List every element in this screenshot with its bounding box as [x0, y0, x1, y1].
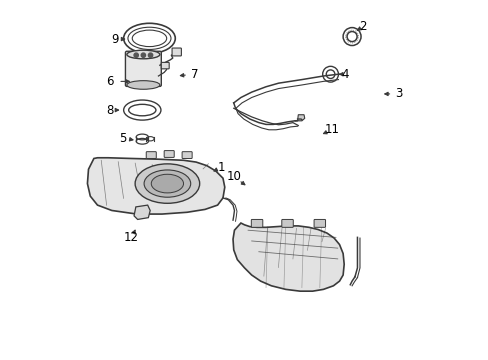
Ellipse shape: [126, 50, 160, 59]
Circle shape: [134, 53, 138, 57]
FancyBboxPatch shape: [164, 150, 174, 157]
Ellipse shape: [126, 81, 160, 89]
Polygon shape: [87, 158, 224, 214]
Text: 2: 2: [358, 21, 366, 33]
FancyBboxPatch shape: [313, 220, 325, 227]
Text: 5: 5: [119, 131, 126, 145]
Polygon shape: [233, 223, 344, 291]
Ellipse shape: [151, 174, 183, 193]
FancyBboxPatch shape: [172, 48, 181, 56]
Text: 6: 6: [106, 75, 114, 88]
Text: 3: 3: [394, 87, 402, 100]
Text: 12: 12: [124, 231, 139, 244]
Text: 11: 11: [324, 123, 339, 136]
FancyBboxPatch shape: [281, 220, 293, 227]
FancyBboxPatch shape: [125, 51, 161, 86]
Circle shape: [148, 53, 152, 57]
Text: 9: 9: [111, 32, 118, 46]
Text: 8: 8: [106, 104, 114, 117]
Circle shape: [141, 53, 145, 57]
FancyBboxPatch shape: [182, 152, 192, 158]
FancyBboxPatch shape: [146, 152, 156, 158]
Ellipse shape: [135, 164, 199, 203]
Text: 1: 1: [217, 161, 224, 174]
Polygon shape: [294, 115, 304, 121]
Text: 4: 4: [341, 68, 348, 81]
Text: 7: 7: [190, 68, 198, 81]
Text: 10: 10: [226, 170, 241, 183]
Ellipse shape: [144, 170, 190, 197]
FancyBboxPatch shape: [161, 62, 169, 69]
FancyBboxPatch shape: [251, 220, 262, 227]
Polygon shape: [134, 205, 150, 220]
